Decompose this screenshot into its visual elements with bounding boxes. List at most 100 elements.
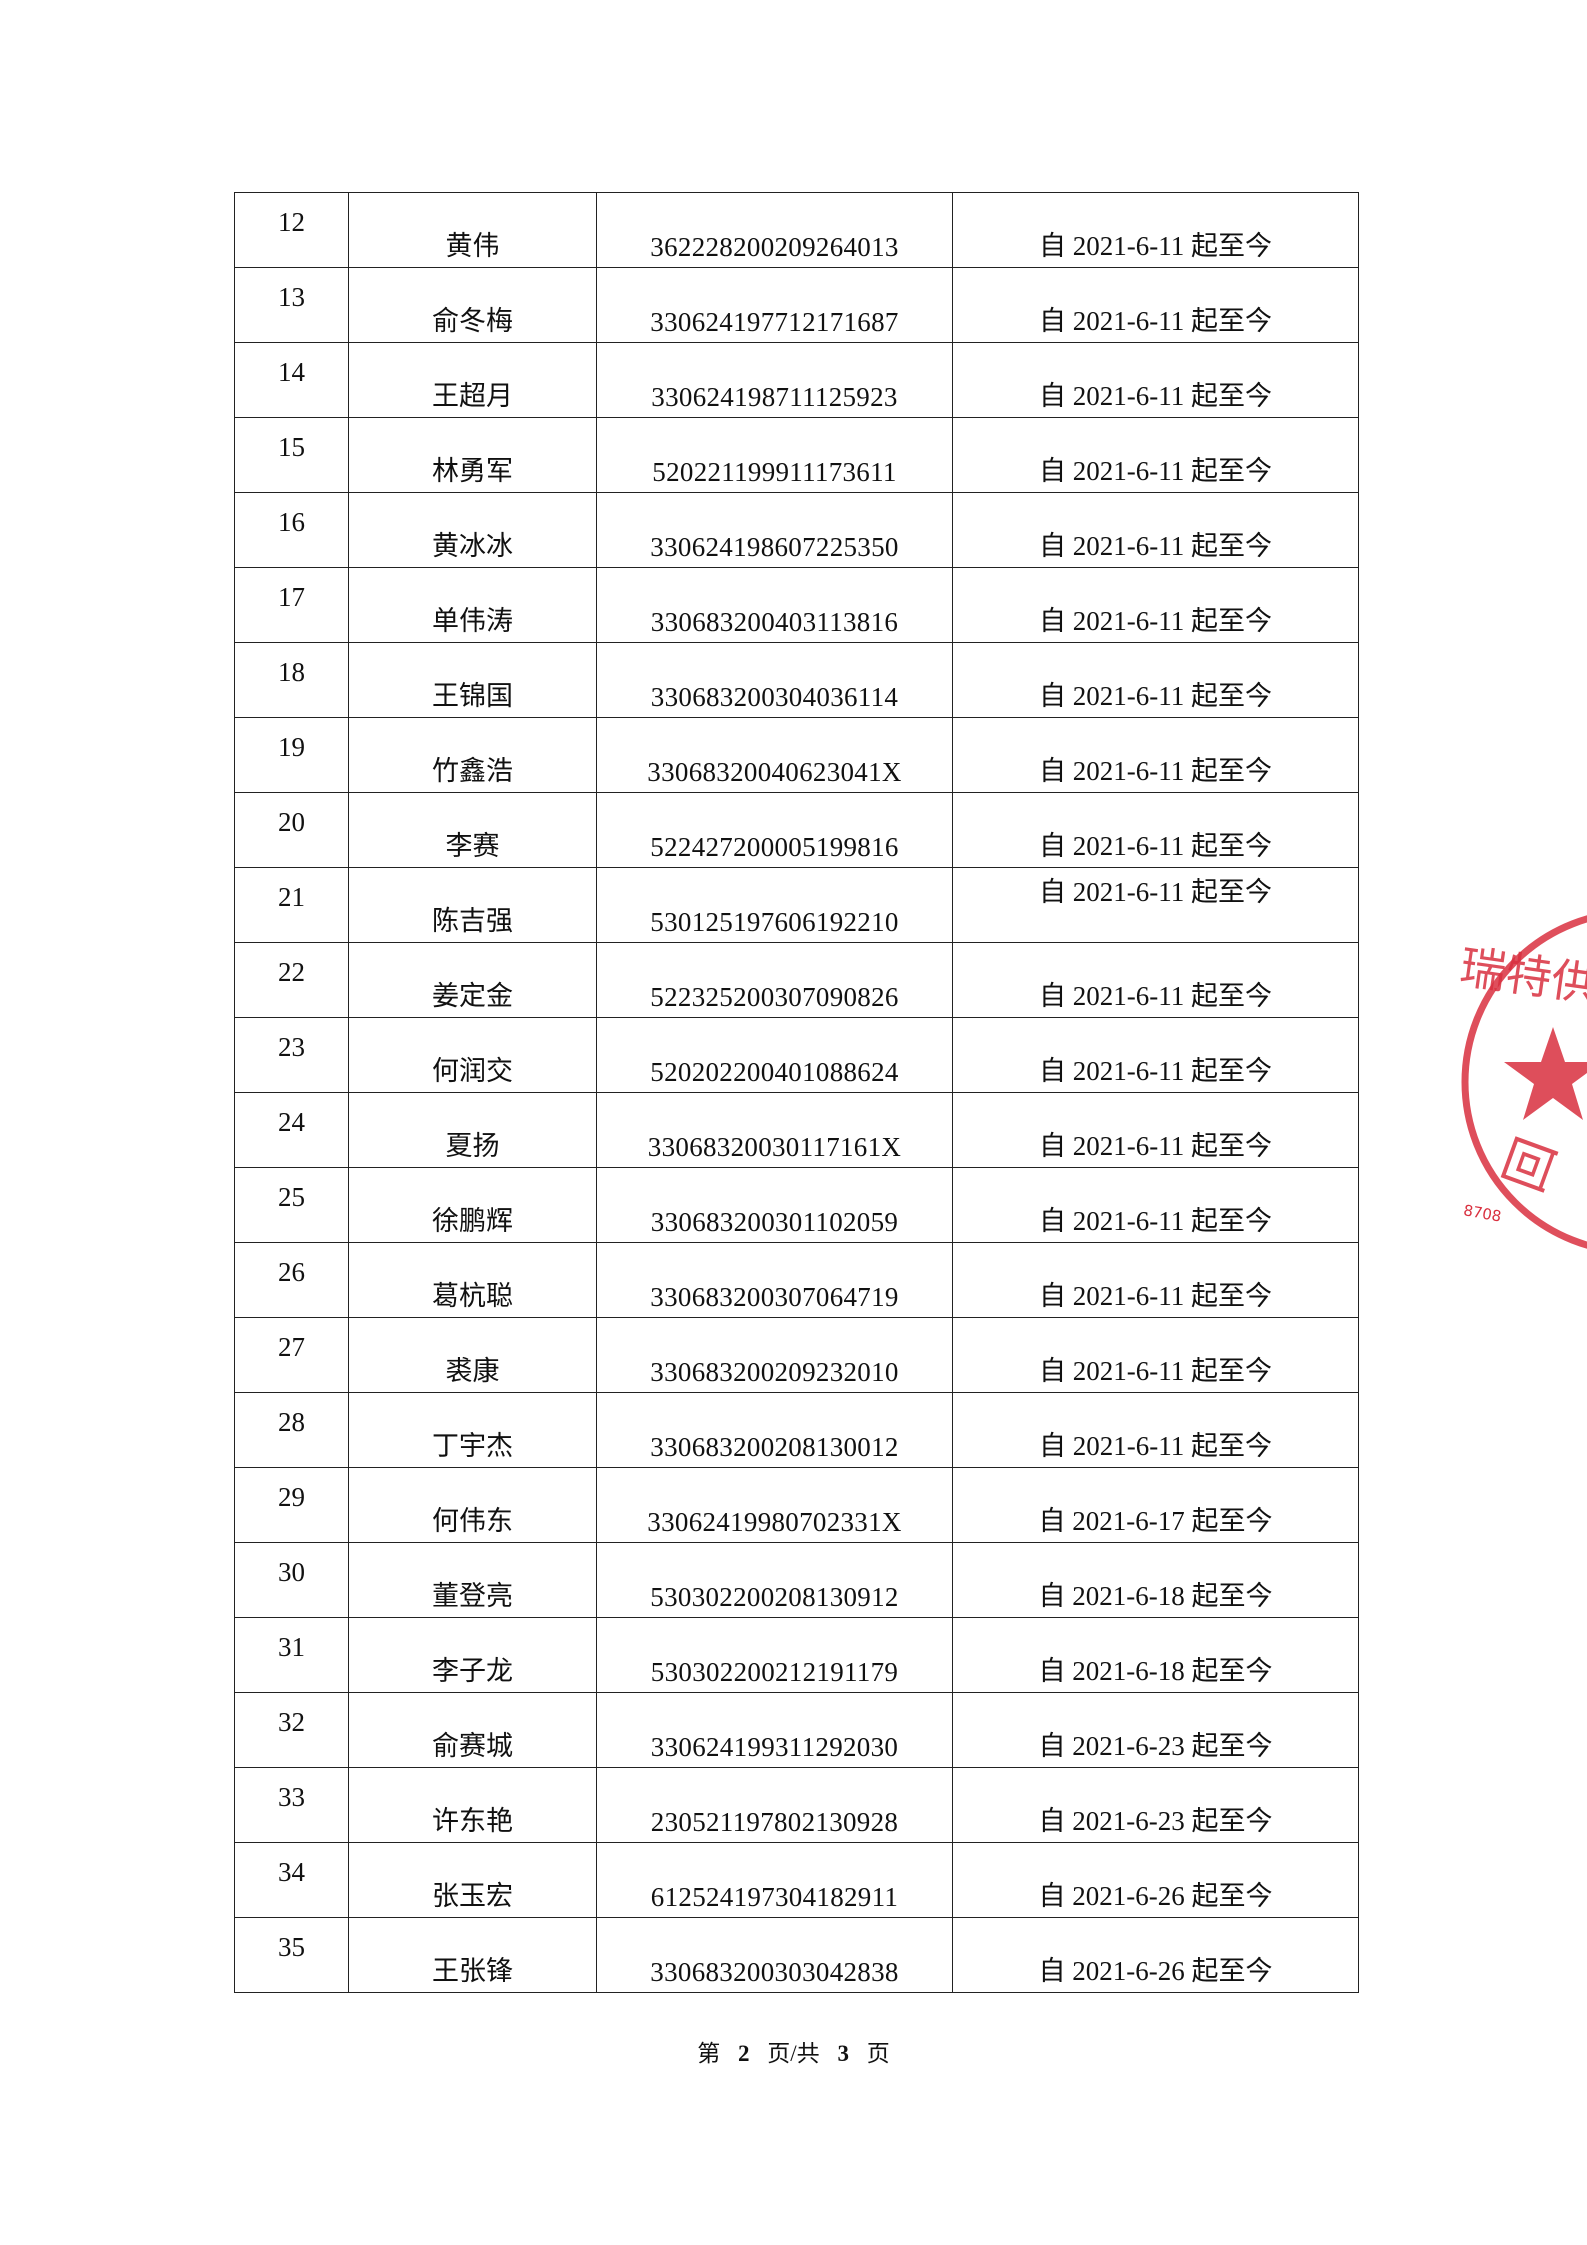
person-name-cell: 陈吉强 bbox=[348, 867, 597, 943]
employment-period-cell: 自 2021-6-11 起至今 bbox=[952, 792, 1359, 868]
row-number: 14 bbox=[278, 357, 305, 387]
employment-period-cell: 自 2021-6-11 起至今 bbox=[952, 567, 1359, 643]
id-number: 33068320040623041X bbox=[647, 757, 902, 787]
row-number: 17 bbox=[278, 582, 305, 612]
person-name-cell: 丁宇杰 bbox=[348, 1392, 597, 1468]
row-number-cell: 28 bbox=[234, 1392, 349, 1468]
id-number-cell: 330683200303042838 bbox=[596, 1917, 953, 1993]
id-number-cell: 330683200403113816 bbox=[596, 567, 953, 643]
footer-prefix: 第 bbox=[697, 2041, 721, 2066]
employment-period-cell: 自 2021-6-11 起至今 bbox=[952, 1167, 1359, 1243]
employment-period-cell: 自 2021-6-11 起至今 bbox=[952, 642, 1359, 718]
table-row: 35 王张锋 330683200303042838 自 2021-6-26 起至今 bbox=[234, 1917, 1359, 1993]
id-number: 230521197802130928 bbox=[650, 1807, 899, 1837]
person-name-cell: 徐鹏辉 bbox=[348, 1167, 597, 1243]
id-number-cell: 33068320030117161X bbox=[596, 1092, 953, 1168]
table-row: 23 何润交 520202200401088624 自 2021-6-11 起至今 bbox=[234, 1017, 1359, 1093]
employment-period-cell: 自 2021-6-11 起至今 bbox=[952, 1017, 1359, 1093]
seal-star-icon bbox=[1504, 1027, 1587, 1120]
id-number-cell: 330683200208130012 bbox=[596, 1392, 953, 1468]
id-number: 530302200212191179 bbox=[650, 1657, 899, 1687]
employment-period: 自 2021-6-11 起至今 bbox=[1039, 877, 1272, 907]
employment-period-cell: 自 2021-6-11 起至今 bbox=[952, 942, 1359, 1018]
roster-table-body: 12 黄伟 362228200209264013 自 2021-6-11 起至今 13 俞… bbox=[234, 192, 1359, 1993]
employment-period-cell: 自 2021-6-11 起至今 bbox=[952, 1317, 1359, 1393]
row-number: 26 bbox=[278, 1257, 305, 1287]
employment-period-cell: 自 2021-6-23 起至今 bbox=[952, 1692, 1359, 1768]
id-number-cell: 330683200301102059 bbox=[596, 1167, 953, 1243]
table-row: 13 俞冬梅 330624197712171687 自 2021-6-11 起至今 bbox=[234, 267, 1359, 343]
seal-number: 8708 bbox=[1462, 1201, 1503, 1225]
person-name-cell: 夏扬 bbox=[348, 1092, 597, 1168]
employment-period-cell: 自 2021-6-11 起至今 bbox=[952, 1092, 1359, 1168]
id-number: 330683200307064719 bbox=[650, 1282, 899, 1312]
row-number: 32 bbox=[278, 1707, 305, 1737]
table-row: 32 俞赛城 330624199311292030 自 2021-6-23 起至今 bbox=[234, 1692, 1359, 1768]
employment-period-cell: 自 2021-6-11 起至今 bbox=[952, 717, 1359, 793]
id-number-cell: 230521197802130928 bbox=[596, 1767, 953, 1843]
person-name: 李赛 bbox=[445, 831, 500, 861]
employment-period-cell: 自 2021-6-11 起至今 bbox=[952, 192, 1359, 268]
table-row: 16 黄冰冰 330624198607225350 自 2021-6-11 起至今 bbox=[234, 492, 1359, 568]
current-page-number: 2 bbox=[738, 2041, 750, 2066]
person-name: 俞赛城 bbox=[432, 1731, 513, 1761]
row-number-cell: 17 bbox=[234, 567, 349, 643]
id-number-cell: 330624199311292030 bbox=[596, 1692, 953, 1768]
id-number: 530302200208130912 bbox=[650, 1582, 899, 1612]
id-number-cell: 612524197304182911 bbox=[596, 1842, 953, 1918]
person-name: 裘康 bbox=[445, 1356, 500, 1386]
person-name: 李子龙 bbox=[432, 1656, 513, 1686]
person-name-cell: 王张锋 bbox=[348, 1917, 597, 1993]
id-number: 330683200403113816 bbox=[650, 607, 899, 637]
person-name: 何润交 bbox=[432, 1056, 513, 1086]
person-name: 夏扬 bbox=[445, 1131, 500, 1161]
row-number-cell: 33 bbox=[234, 1767, 349, 1843]
table-row: 21 陈吉强 530125197606192210 自 2021-6-11 起至今 bbox=[234, 867, 1359, 943]
row-number-cell: 25 bbox=[234, 1167, 349, 1243]
person-name-cell: 张玉宏 bbox=[348, 1842, 597, 1918]
row-number-cell: 20 bbox=[234, 792, 349, 868]
person-name: 丁宇杰 bbox=[432, 1431, 513, 1461]
employment-period-cell: 自 2021-6-11 起至今 bbox=[952, 492, 1359, 568]
person-name: 许东艳 bbox=[432, 1806, 513, 1836]
table-row: 33 许东艳 230521197802130928 自 2021-6-23 起至今 bbox=[234, 1767, 1359, 1843]
row-number: 12 bbox=[278, 207, 305, 237]
id-number: 530125197606192210 bbox=[650, 907, 899, 937]
table-row: 24 夏扬 33068320030117161X 自 2021-6-11 起至今 bbox=[234, 1092, 1359, 1168]
employment-period-cell: 自 2021-6-11 起至今 bbox=[952, 1242, 1359, 1318]
employment-period: 自 2021-6-11 起至今 bbox=[1039, 531, 1272, 561]
employment-period: 自 2021-6-26 起至今 bbox=[1038, 1881, 1273, 1911]
employment-period-cell: 自 2021-6-11 起至今 bbox=[952, 267, 1359, 343]
row-number-cell: 13 bbox=[234, 267, 349, 343]
row-number: 22 bbox=[278, 957, 305, 987]
person-name-cell: 林勇军 bbox=[348, 417, 597, 493]
id-number-cell: 530125197606192210 bbox=[596, 867, 953, 943]
id-number: 330624198607225350 bbox=[650, 532, 899, 562]
official-seal-stamp: 瑞特供应 回 8708 bbox=[1455, 900, 1587, 1270]
employment-period: 自 2021-6-11 起至今 bbox=[1039, 1281, 1272, 1311]
employment-period-cell: 自 2021-6-11 起至今 bbox=[952, 1392, 1359, 1468]
table-row: 29 何伟东 33062419980702331X 自 2021-6-17 起至今 bbox=[234, 1467, 1359, 1543]
row-number: 29 bbox=[278, 1482, 305, 1512]
employment-period: 自 2021-6-23 起至今 bbox=[1038, 1731, 1273, 1761]
table-row: 14 王超月 330624198711125923 自 2021-6-11 起至今 bbox=[234, 342, 1359, 418]
id-number: 522325200307090826 bbox=[650, 982, 899, 1012]
id-number-cell: 330624198607225350 bbox=[596, 492, 953, 568]
table-row: 15 林勇军 520221199911173611 自 2021-6-11 起至今 bbox=[234, 417, 1359, 493]
employment-period-cell: 自 2021-6-11 起至今 bbox=[952, 342, 1359, 418]
row-number-cell: 12 bbox=[234, 192, 349, 268]
person-name: 徐鹏辉 bbox=[432, 1206, 513, 1236]
person-name: 王锦国 bbox=[432, 681, 513, 711]
table-row: 28 丁宇杰 330683200208130012 自 2021-6-11 起至今 bbox=[234, 1392, 1359, 1468]
row-number: 28 bbox=[278, 1407, 305, 1437]
id-number: 330683200304036114 bbox=[650, 682, 899, 712]
table-row: 22 姜定金 522325200307090826 自 2021-6-11 起至今 bbox=[234, 942, 1359, 1018]
id-number-cell: 520221199911173611 bbox=[596, 417, 953, 493]
person-name: 何伟东 bbox=[432, 1506, 513, 1536]
person-name-cell: 黄伟 bbox=[348, 192, 597, 268]
row-number-cell: 22 bbox=[234, 942, 349, 1018]
page-footer: 第 2 页/共 3 页 bbox=[0, 2034, 1587, 2068]
person-name-cell: 王超月 bbox=[348, 342, 597, 418]
employment-period-cell: 自 2021-6-18 起至今 bbox=[952, 1617, 1359, 1693]
id-number-cell: 33068320040623041X bbox=[596, 717, 953, 793]
